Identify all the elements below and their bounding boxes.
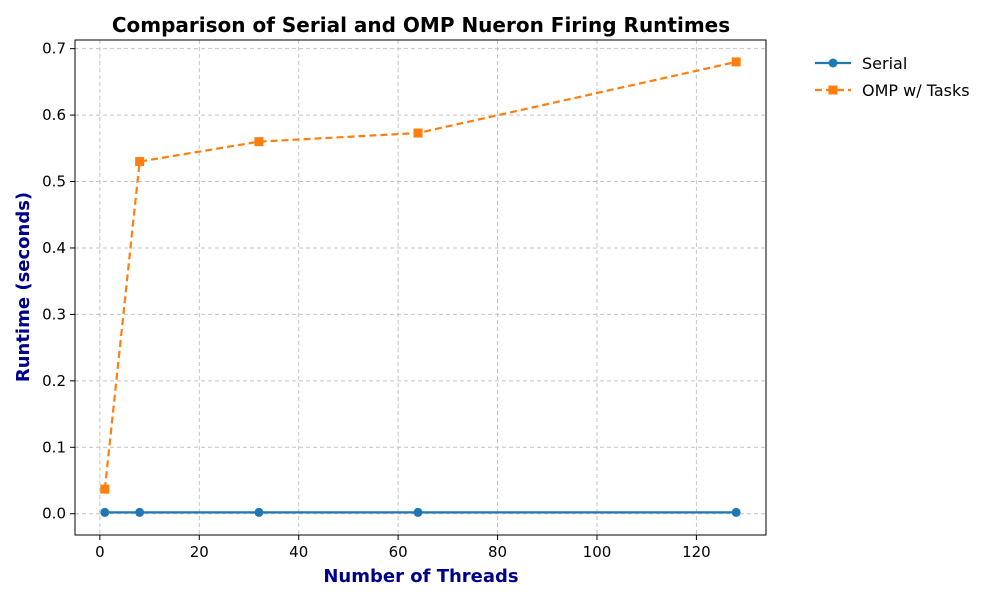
plot-frame xyxy=(74,39,767,536)
data-point xyxy=(413,128,423,138)
y-tick-label: 0.1 xyxy=(42,438,66,456)
legend-label: OMP w/ Tasks xyxy=(862,81,970,100)
data-point xyxy=(135,157,145,167)
series-layer xyxy=(100,57,741,517)
legend-item: OMP w/ Tasks xyxy=(815,81,970,100)
x-tick-label: 60 xyxy=(389,543,408,561)
grid xyxy=(75,40,766,535)
y-tick-label: 0.3 xyxy=(42,305,66,323)
chart-title: Comparison of Serial and OMP Nueron Firi… xyxy=(112,13,730,37)
x-tick-label: 20 xyxy=(190,543,209,561)
legend: Serial OMP w/ Tasks xyxy=(815,54,970,100)
y-tick-label: 0.2 xyxy=(42,372,66,390)
x-tick-label: 0 xyxy=(95,543,105,561)
legend-label: Serial xyxy=(862,54,907,73)
legend-marker xyxy=(828,85,838,95)
x-axis-label: Number of Threads xyxy=(323,566,518,587)
axis-ticks: 0 20 40 60 80 100 120 0.0 0.1 0.2 0.3 0.4 0.5 0.6 0.7 xyxy=(42,40,711,561)
legend-marker xyxy=(828,58,838,68)
legend-item: Serial xyxy=(815,54,907,73)
x-tick-label: 80 xyxy=(488,543,507,561)
y-tick-label: 0.6 xyxy=(42,106,66,124)
data-point xyxy=(100,484,110,494)
y-tick-label: 0.7 xyxy=(42,40,66,58)
data-point xyxy=(254,137,264,147)
y-tick-label: 0.4 xyxy=(42,239,66,257)
series-1 xyxy=(100,57,741,494)
x-tick-label: 120 xyxy=(682,543,711,561)
data-point xyxy=(254,507,264,517)
x-tick-label: 40 xyxy=(289,543,308,561)
y-axis-label: Runtime (seconds) xyxy=(13,192,34,382)
y-tick-label: 0.0 xyxy=(42,505,66,523)
x-tick-label: 100 xyxy=(583,543,612,561)
data-point xyxy=(413,507,423,517)
data-point xyxy=(731,57,741,67)
series-line xyxy=(103,60,737,490)
series-0 xyxy=(100,507,741,517)
data-point xyxy=(135,507,145,517)
y-tick-label: 0.5 xyxy=(42,173,66,191)
data-point xyxy=(100,507,110,517)
data-point xyxy=(731,507,741,517)
